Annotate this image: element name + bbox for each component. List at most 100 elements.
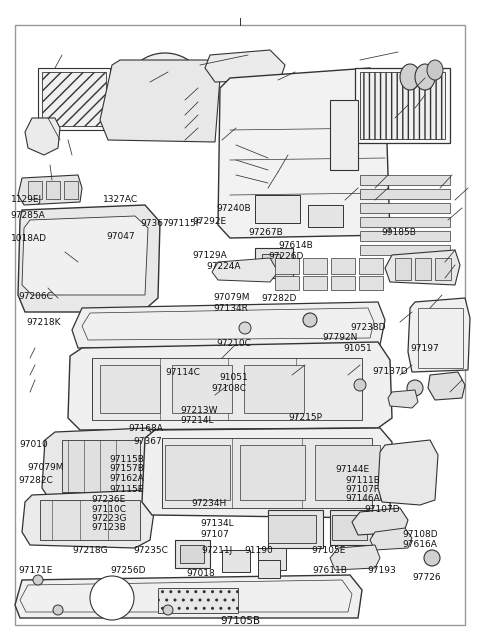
Text: 97193: 97193 [367, 566, 396, 575]
Text: 97134R: 97134R [214, 304, 249, 313]
Text: 97129A: 97129A [192, 251, 227, 260]
Bar [62, 440, 140, 492]
Bar [360, 231, 450, 241]
Bar [40, 500, 140, 540]
Bar [308, 205, 343, 227]
Bar [330, 100, 358, 170]
Bar [262, 254, 280, 272]
Bar [42, 72, 106, 126]
Text: 97137D: 97137D [372, 367, 408, 376]
Circle shape [53, 605, 63, 615]
Text: 97144E: 97144E [335, 465, 369, 474]
Polygon shape [218, 68, 390, 238]
Bar [28, 181, 42, 199]
Text: 97234H: 97234H [191, 499, 226, 508]
Bar [258, 548, 286, 570]
Polygon shape [388, 390, 418, 408]
Text: 97614B: 97614B [278, 241, 313, 250]
Polygon shape [408, 298, 470, 372]
Text: 97236E: 97236E [91, 495, 125, 504]
Text: 97226D: 97226D [269, 252, 304, 261]
Text: 97105B: 97105B [220, 616, 260, 627]
Bar [275, 258, 299, 274]
Text: 97292E: 97292E [192, 217, 226, 226]
Bar [435, 258, 451, 280]
Bar [415, 258, 431, 280]
Text: 97224A: 97224A [206, 262, 241, 271]
Text: 97134L: 97134L [201, 519, 234, 528]
Text: 97110C: 97110C [91, 505, 126, 514]
Circle shape [430, 380, 446, 396]
Bar [359, 276, 383, 290]
Text: 99185B: 99185B [382, 228, 417, 237]
Bar [360, 175, 450, 185]
Circle shape [123, 53, 207, 137]
Text: 1018AD: 1018AD [11, 234, 47, 243]
Ellipse shape [400, 64, 420, 90]
Polygon shape [142, 428, 392, 518]
Text: 97105E: 97105E [311, 546, 346, 555]
Text: 97115B: 97115B [109, 455, 144, 464]
Text: 97171E: 97171E [18, 566, 53, 575]
Polygon shape [72, 302, 385, 348]
Bar [255, 195, 300, 223]
Text: 97211J: 97211J [202, 546, 233, 555]
Text: 97792N: 97792N [323, 333, 358, 342]
Text: 97146A: 97146A [346, 494, 380, 503]
Text: 97240B: 97240B [216, 204, 251, 213]
Bar [331, 276, 355, 290]
Circle shape [155, 85, 175, 105]
Circle shape [239, 322, 251, 334]
Circle shape [424, 550, 440, 566]
Text: 97047: 97047 [107, 232, 135, 241]
Bar [38, 68, 110, 130]
Polygon shape [428, 372, 465, 400]
Polygon shape [370, 528, 412, 550]
Text: 97214L: 97214L [180, 416, 214, 425]
Bar [92, 358, 362, 420]
Polygon shape [352, 508, 408, 535]
Bar [162, 438, 372, 508]
Circle shape [354, 379, 366, 391]
Bar [332, 515, 367, 540]
Polygon shape [330, 545, 380, 570]
Bar [158, 588, 238, 613]
Polygon shape [212, 258, 278, 282]
Bar [360, 72, 445, 139]
Text: 97218G: 97218G [72, 546, 108, 555]
Text: 97726: 97726 [413, 573, 442, 582]
Circle shape [33, 575, 43, 585]
Text: 97157B: 97157B [109, 464, 144, 473]
Text: 97215P: 97215P [288, 413, 322, 422]
Text: 91190: 91190 [245, 546, 274, 555]
Bar [64, 181, 78, 199]
Bar [222, 550, 250, 572]
Circle shape [303, 313, 317, 327]
Circle shape [139, 69, 191, 121]
Text: 97162A: 97162A [109, 474, 144, 483]
Text: 97111B: 97111B [346, 476, 381, 485]
Polygon shape [68, 342, 392, 430]
Circle shape [90, 576, 134, 620]
Text: 97367: 97367 [133, 437, 162, 446]
Text: 97282C: 97282C [18, 476, 53, 485]
Polygon shape [18, 205, 160, 312]
Bar [172, 365, 232, 413]
Bar [303, 258, 327, 274]
Text: 97168A: 97168A [129, 424, 164, 433]
Text: 97107: 97107 [201, 530, 229, 539]
Text: 97206C: 97206C [18, 292, 53, 301]
Bar [268, 515, 316, 543]
Text: 97115E: 97115E [109, 485, 144, 494]
Text: 97123B: 97123B [91, 523, 126, 532]
Text: 1327AC: 1327AC [103, 195, 138, 204]
Text: 97611B: 97611B [312, 566, 347, 575]
Text: 97285A: 97285A [11, 211, 45, 220]
Text: 91051: 91051 [220, 373, 249, 382]
Text: 97010: 97010 [19, 440, 48, 449]
Bar [360, 245, 450, 255]
Polygon shape [15, 575, 362, 618]
Text: 97616A: 97616A [402, 540, 437, 549]
Text: 97210C: 97210C [216, 339, 251, 348]
Text: 97018: 97018 [186, 569, 215, 578]
